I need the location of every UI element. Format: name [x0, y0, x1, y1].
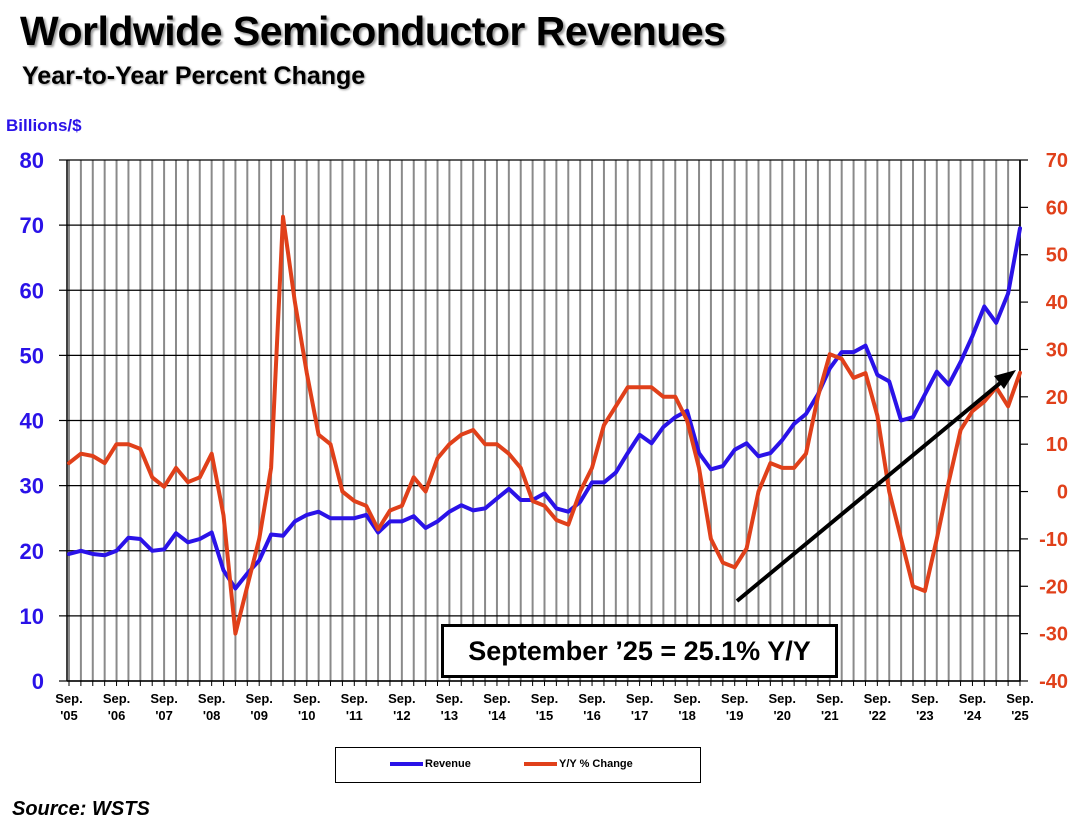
x-tick-label: Sep. [911, 691, 938, 706]
source-note: Source: WSTS [12, 798, 150, 820]
x-tick-label: '19 [726, 708, 744, 723]
y-tick-label: 60 [20, 278, 44, 303]
x-tick-label: '21 [821, 708, 839, 723]
x-tick-label: Sep. [1006, 691, 1033, 706]
x-tick-label: Sep. [816, 691, 843, 706]
x-tick-label: Sep. [578, 691, 605, 706]
legend-label-revenue: Revenue [425, 758, 471, 770]
y2-tick-label: 30 [1046, 339, 1068, 361]
y2-tick-label: 70 [1046, 150, 1068, 172]
x-tick-label: '20 [773, 708, 791, 723]
y2-tick-label: 50 [1046, 245, 1068, 267]
x-tick-label: '08 [203, 708, 221, 723]
x-tick-label: '09 [250, 708, 268, 723]
x-tick-label: Sep. [103, 691, 130, 706]
annotation-box: September ’25 = 25.1% Y/Y [441, 624, 838, 678]
x-tick-label: Sep. [531, 691, 558, 706]
x-tick-label: Sep. [626, 691, 653, 706]
y-tick-label: 10 [20, 604, 44, 629]
y-tick-label: 20 [20, 539, 44, 564]
y2-tick-label: -40 [1039, 671, 1068, 693]
x-tick-label: '14 [488, 708, 506, 723]
legend-swatch-yoy [524, 762, 557, 766]
legend-item-revenue: Revenue [390, 758, 471, 770]
x-tick-label: Sep. [959, 691, 986, 706]
x-tick-label: Sep. [341, 691, 368, 706]
x-tick-label: Sep. [769, 691, 796, 706]
x-tick-label: '07 [155, 708, 173, 723]
y2-tick-label: 40 [1046, 292, 1068, 314]
y2-tick-label: -20 [1039, 576, 1068, 598]
x-tick-label: '18 [678, 708, 696, 723]
x-tick-label: Sep. [388, 691, 415, 706]
x-tick-label: '05 [60, 708, 78, 723]
x-tick-label: Sep. [150, 691, 177, 706]
chart-title: Worldwide Semiconductor Revenues [20, 8, 726, 54]
x-tick-label: '13 [441, 708, 459, 723]
y2-tick-label: 20 [1046, 387, 1068, 409]
x-tick-label: '17 [631, 708, 649, 723]
legend-swatch-revenue [390, 762, 423, 766]
legend: Revenue Y/Y % Change [335, 747, 701, 783]
x-tick-label: Sep. [721, 691, 748, 706]
y-tick-label: 30 [20, 474, 44, 499]
x-tick-label: Sep. [198, 691, 225, 706]
legend-item-yoy: Y/Y % Change [524, 758, 633, 770]
y2-tick-label: -10 [1039, 529, 1068, 551]
yoy-change-line [67, 214, 1022, 636]
x-tick-label: '23 [916, 708, 934, 723]
x-tick-label: Sep. [436, 691, 463, 706]
x-tick-label: Sep. [55, 691, 82, 706]
x-tick-label: '15 [536, 708, 554, 723]
x-tick-label: '22 [869, 708, 887, 723]
trend-arrow-shaft [735, 377, 1007, 603]
y-tick-label: 80 [20, 148, 44, 173]
y-tick-label: 0 [32, 669, 44, 694]
x-tick-label: '06 [108, 708, 126, 723]
x-tick-label: '24 [964, 708, 982, 723]
revenue-line [67, 226, 1022, 591]
x-tick-label: Sep. [293, 691, 320, 706]
legend-label-yoy: Y/Y % Change [559, 758, 633, 770]
y-axis-label: Billions/$ [6, 116, 82, 135]
x-tick-label: '16 [583, 708, 601, 723]
x-tick-label: Sep. [864, 691, 891, 706]
chart-subtitle: Year-to-Year Percent Change [22, 62, 366, 90]
y2-tick-label: 0 [1057, 482, 1068, 504]
x-tick-label: '11 [346, 708, 363, 723]
x-tick-label: Sep. [483, 691, 510, 706]
y2-tick-label: -30 [1039, 624, 1068, 646]
y-tick-label: 70 [20, 213, 44, 238]
x-tick-label: Sep. [245, 691, 272, 706]
y2-tick-label: 60 [1046, 197, 1068, 219]
x-tick-label: '25 [1011, 708, 1029, 723]
y-tick-label: 40 [20, 409, 44, 434]
y-tick-label: 50 [20, 343, 44, 368]
x-tick-label: Sep. [673, 691, 700, 706]
y2-tick-label: 10 [1046, 434, 1068, 456]
trend-arrow-head [994, 370, 1016, 389]
x-tick-label: '12 [393, 708, 411, 723]
x-tick-label: '10 [298, 708, 316, 723]
